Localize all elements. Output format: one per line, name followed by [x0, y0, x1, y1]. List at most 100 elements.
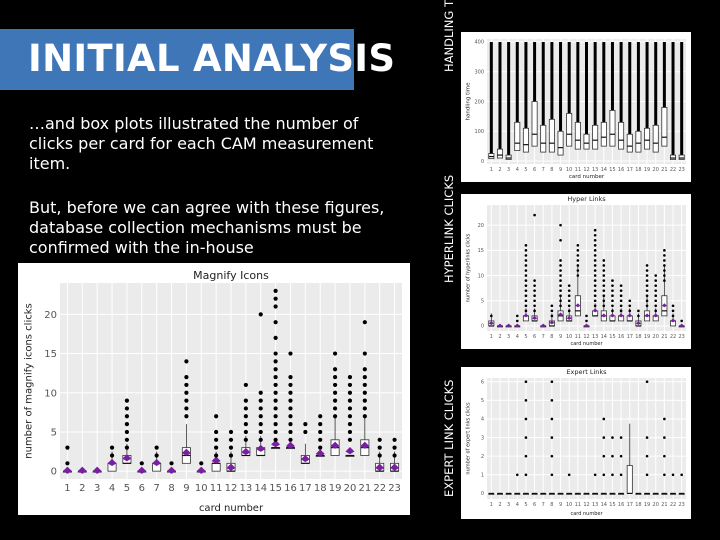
box-card-21: [360, 320, 370, 456]
mean-marker: [77, 466, 87, 474]
y-tick-label: 400: [474, 40, 484, 46]
outlier-point: [602, 294, 606, 298]
box-card-6: [137, 461, 147, 474]
box-card-12: [583, 314, 590, 328]
outlier-point: [154, 445, 159, 450]
x-tick-label: 3: [94, 483, 100, 494]
outlier-point: [288, 382, 293, 388]
x-tick-label: 9: [183, 483, 189, 494]
outlier-point: [258, 406, 263, 411]
outlier-point: [559, 284, 562, 287]
outlier-point: [273, 390, 278, 395]
mean-marker: [618, 313, 624, 318]
magnify-icons-chart: 0 5 10 15 20 1 2 3 4 5 6 7 8 9 10 11 12 13 14 15 16 17 18 19 20 2…: [18, 263, 410, 515]
outlier-point: [645, 284, 649, 287]
box-iqr: [548, 118, 555, 153]
outlier-point: [524, 289, 528, 292]
outlier-point: [524, 399, 528, 402]
outlier-point: [559, 259, 562, 262]
outlier-point: [602, 289, 606, 292]
outlier-point: [567, 304, 571, 308]
x-tick-label: 4: [516, 167, 519, 173]
outlier-point: [593, 289, 597, 292]
x-tick-label: 21: [358, 483, 371, 494]
outlier-point: [347, 422, 353, 427]
outlier-point: [377, 445, 382, 450]
outlier-point: [663, 454, 666, 458]
box-iqr: [644, 127, 651, 150]
box-card-15: [271, 288, 281, 450]
x-tick-label: 9: [559, 167, 562, 173]
box-iqr: [652, 124, 659, 153]
outlier-point: [680, 319, 683, 323]
x-tick-label: 17: [627, 502, 633, 508]
outlier-point: [228, 453, 234, 458]
x-tick-label: 12: [225, 483, 238, 494]
outlier-point: [593, 274, 597, 277]
box-card-22: [670, 473, 677, 495]
box-card-13: [592, 228, 599, 317]
mean-marker: [315, 449, 325, 457]
outlier-point: [273, 382, 278, 388]
outlier-point: [184, 374, 189, 380]
x-tick-label: 22: [670, 167, 676, 173]
outlier-point: [585, 319, 588, 323]
box-card-1: [488, 313, 495, 327]
box-card-1: [62, 445, 72, 474]
x-tick-label: 20: [653, 334, 659, 340]
outlier-point: [273, 406, 278, 411]
x-tick-label: 23: [388, 483, 401, 494]
box-card-2: [496, 492, 503, 495]
outlier-point: [576, 254, 580, 257]
x-tick-label: 8: [550, 502, 553, 508]
box-card-17: [300, 422, 310, 464]
box-card-5: [522, 41, 529, 153]
box-card-7: [152, 445, 162, 472]
outlier-point: [332, 398, 338, 403]
x-tick-label: 1: [490, 167, 493, 173]
outlier-point: [559, 294, 562, 298]
outlier-point: [671, 314, 675, 318]
outlier-point: [628, 304, 632, 308]
x-tick-label: 2: [498, 502, 501, 508]
outlier-point: [611, 454, 614, 458]
outlier-point: [559, 264, 562, 267]
outlier-point: [576, 274, 580, 277]
x-tick-label: 7: [542, 167, 545, 173]
y-tick-label: 0: [481, 324, 484, 330]
outlier-point: [318, 429, 323, 435]
outlier-point: [524, 309, 528, 313]
outlier-point: [593, 238, 597, 242]
outlier-point: [124, 414, 130, 419]
mean-marker: [661, 303, 667, 308]
box-card-14: [600, 259, 607, 322]
x-tick-label: 19: [644, 167, 650, 173]
outlier-point: [273, 414, 278, 419]
outlier-point: [214, 414, 219, 419]
outlier-point: [258, 437, 263, 442]
outlier-point: [258, 422, 263, 427]
box-iqr: [496, 148, 503, 159]
outlier-point: [524, 380, 528, 384]
box-card-15: [609, 279, 616, 322]
outlier-point: [593, 259, 597, 262]
outlier-point: [184, 382, 189, 388]
x-axis-label: card number: [569, 174, 605, 180]
x-tick-label: 15: [609, 334, 615, 340]
x-tick-label: 23: [678, 167, 684, 173]
box-card-19: [330, 351, 340, 456]
outlier-point: [347, 406, 353, 411]
outlier-point: [524, 279, 528, 282]
outlier-point: [550, 314, 554, 318]
outlier-point: [593, 279, 597, 282]
outlier-point: [533, 279, 536, 282]
box-card-8: [167, 461, 177, 474]
box-card-3: [505, 492, 512, 495]
outlier-point: [550, 473, 554, 477]
x-tick-label: 12: [583, 334, 589, 340]
x-tick-label: 1: [490, 334, 493, 340]
outlier-point: [663, 279, 666, 282]
x-tick-label: 11: [210, 483, 223, 494]
outlier-point: [619, 436, 623, 439]
mean-marker: [523, 313, 529, 318]
